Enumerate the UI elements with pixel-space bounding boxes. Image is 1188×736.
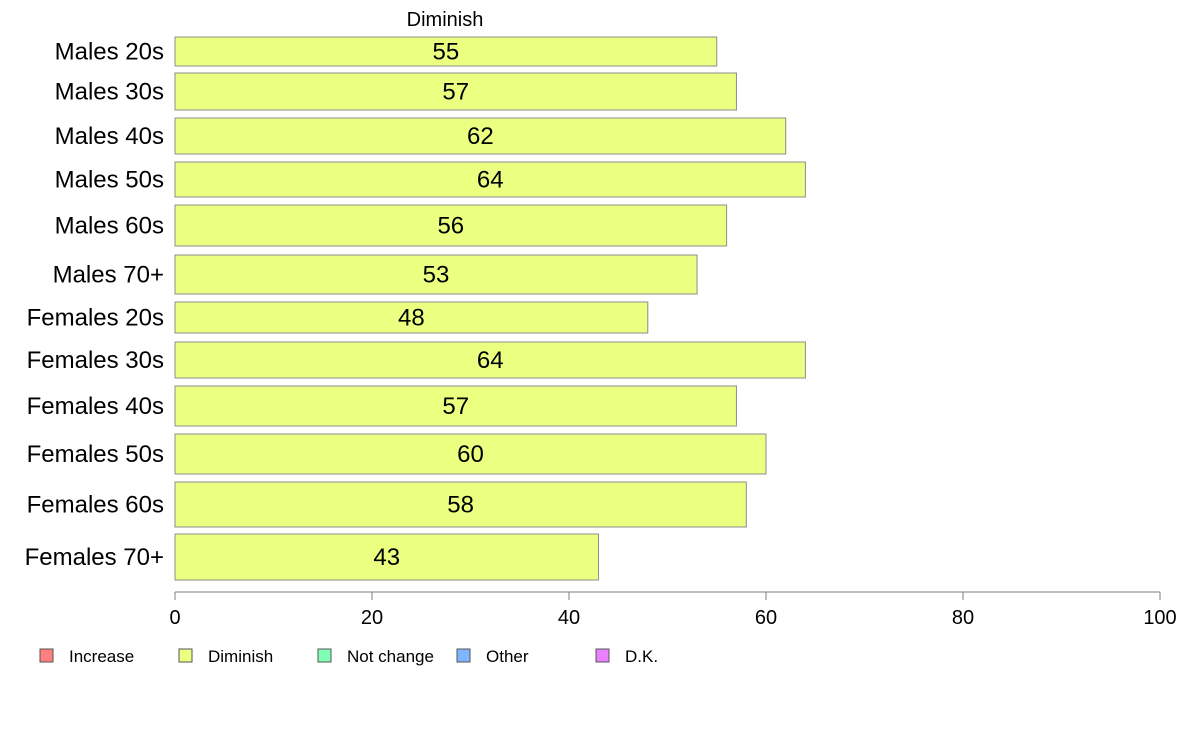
x-tick-label: 40 (558, 607, 580, 629)
bars-group: Males 20s 55 Males 30s 57 Males 40s 62 Males 5… (25, 36, 806, 581)
category-label: Males 30s (55, 79, 164, 106)
data-label: 53 (423, 262, 450, 289)
category-label: Females 30s (27, 347, 164, 374)
bar-males-60s (174, 204, 728, 247)
legend-swatch (39, 648, 54, 663)
category-label: Females 50s (27, 441, 164, 468)
legend-swatch (456, 648, 471, 663)
data-label: 56 (437, 213, 464, 240)
category-label: Females 40s (27, 393, 164, 420)
legend: Increase Diminish Not change Other D.K. (39, 647, 658, 666)
bar-females-20s (174, 301, 649, 334)
x-tick-label: 0 (169, 607, 180, 629)
category-label: Females 20s (27, 305, 164, 332)
x-tick-label: 20 (361, 607, 383, 629)
bar-females-60s (174, 481, 747, 528)
legend-label: Not change (347, 647, 434, 666)
category-label: Males 50s (55, 167, 164, 194)
legend-swatch (595, 648, 610, 663)
category-label: Males 60s (55, 213, 164, 240)
bar-females-50s (174, 433, 767, 475)
data-label: 64 (477, 347, 504, 374)
data-label: 62 (467, 123, 494, 150)
category-label: Males 70+ (53, 262, 164, 289)
data-label: 55 (433, 39, 460, 66)
category-label: Females 60s (27, 492, 164, 519)
data-label: 57 (442, 393, 469, 420)
bar-females-30s (174, 341, 806, 379)
x-tick-label: 60 (755, 607, 777, 629)
bar-males-30s (174, 72, 737, 111)
bar-males-50s (174, 161, 806, 198)
legend-swatch (178, 648, 193, 663)
data-label: 60 (457, 441, 484, 468)
legend-label: Increase (69, 647, 134, 666)
data-label: 64 (477, 167, 504, 194)
category-label: Females 70+ (25, 544, 164, 571)
data-label: 57 (442, 79, 469, 106)
category-label: Males 20s (55, 39, 164, 66)
bar-females-40s (174, 385, 737, 427)
legend-swatch (317, 648, 332, 663)
bar-males-20s (174, 36, 718, 67)
bar-males-40s (174, 117, 787, 155)
x-tick-label: 80 (952, 607, 974, 629)
bar-males-70- (174, 254, 698, 295)
bar-females-70- (174, 533, 600, 581)
data-label: 43 (373, 544, 400, 571)
x-axis: 0 20 40 60 80 100 (169, 591, 1177, 629)
category-label: Males 40s (55, 123, 164, 150)
x-tick-label: 100 (1143, 607, 1176, 629)
legend-label: Diminish (208, 647, 273, 666)
data-label: 58 (447, 492, 474, 519)
chart-title: Diminish (407, 9, 484, 31)
legend-label: Other (486, 647, 529, 666)
data-label: 48 (398, 305, 425, 332)
legend-label: D.K. (625, 647, 658, 666)
